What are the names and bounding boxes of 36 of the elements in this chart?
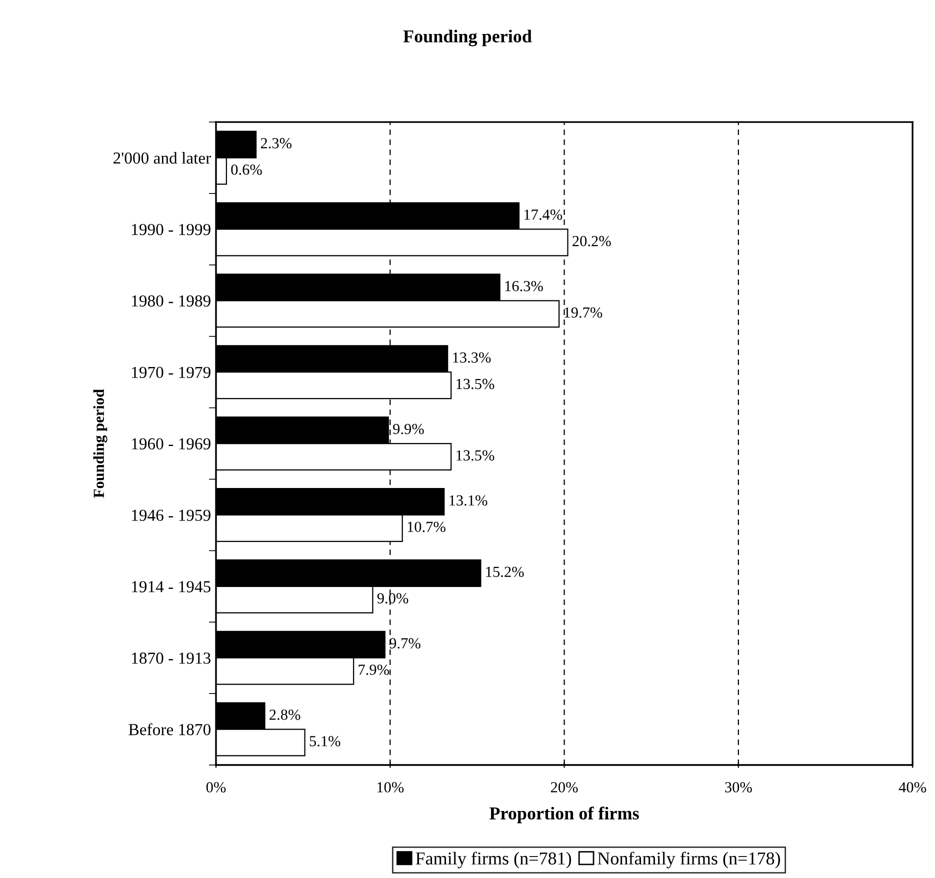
data-label: 15.2% (486, 566, 524, 578)
x-tick-label: 0% (206, 782, 226, 792)
y-tick-label: 1990 - 1999 (132, 224, 210, 236)
x-axis-title: Proportion of firms (490, 806, 639, 824)
x-tick-label: 40% (898, 782, 926, 792)
y-tick-label: Before 1870 (128, 723, 210, 736)
data-label: 17.4% (524, 210, 562, 220)
x-tick-label: 20% (550, 782, 578, 792)
y-axis-title: Founding period (93, 389, 108, 498)
legend-label: Nonfamily firms (n=178) (598, 852, 780, 868)
legend-label: Family firms (n=781) (416, 852, 572, 868)
x-tick-label: 10% (377, 782, 404, 792)
x-tick-label: 30% (725, 782, 752, 792)
data-label: 5.1% (310, 736, 340, 746)
y-tick-label: 1914 - 1945 (132, 581, 210, 592)
y-tick-label: 1870 - 1913 (132, 652, 210, 664)
data-label: 2.3% (260, 138, 292, 148)
y-tick-label: 1960 - 1969 (132, 438, 210, 450)
data-label: 7.9% (358, 664, 390, 675)
data-label: 13.3% (453, 352, 491, 363)
data-label: 9.0% (377, 593, 408, 604)
data-label: 16.3% (505, 280, 543, 292)
data-label: 20.2% (572, 236, 611, 246)
data-label: 10.7% (408, 522, 446, 532)
y-tick-label: 1946 - 1959 (132, 510, 210, 521)
data-label: 13.5% (456, 378, 494, 390)
data-label: 9.9% (393, 424, 424, 434)
chart-title: Founding period (403, 30, 532, 46)
y-tick-label: 2'000 and later (114, 152, 211, 164)
data-label: 13.1% (450, 495, 488, 506)
data-label: 2.8% (270, 710, 300, 720)
data-label: 13.5% (456, 450, 494, 461)
data-label: 9.7% (390, 638, 420, 649)
data-label: 0.6% (231, 164, 262, 175)
y-tick-label: 1970 - 1979 (132, 366, 210, 378)
y-tick-label: 1980 - 1989 (132, 295, 210, 307)
